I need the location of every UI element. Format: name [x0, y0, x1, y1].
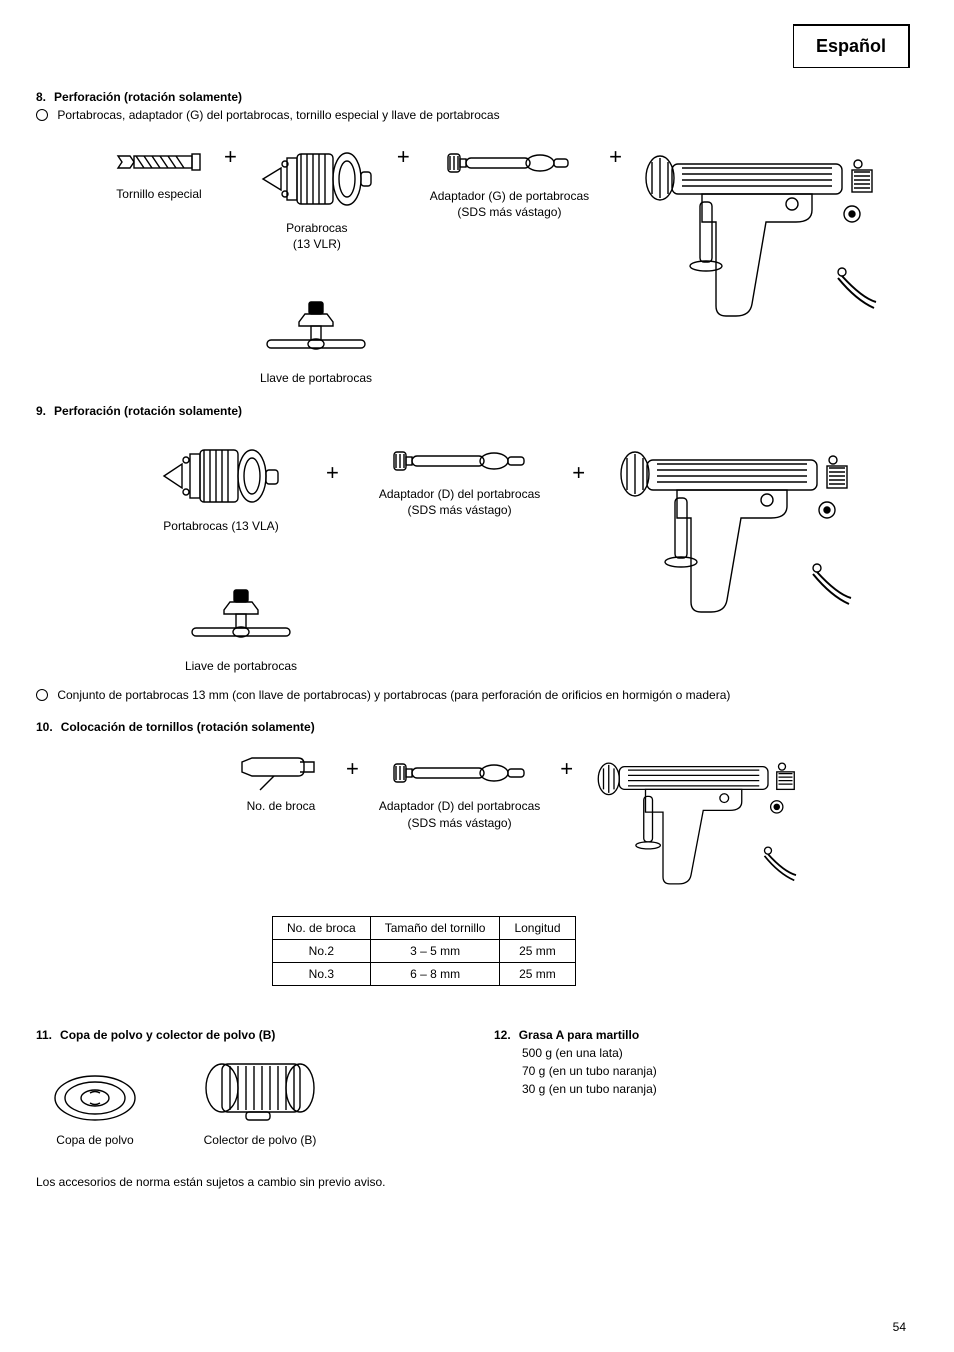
sec8-title: Perforación (rotación solamente) [54, 90, 242, 104]
driver-bit-icon [236, 752, 326, 792]
sec9-number: 9. [36, 404, 46, 418]
cap-dust-cup: Copa de polvo [56, 1132, 133, 1148]
td: No.2 [273, 940, 371, 963]
sec12-line: 500 g (en una lata) [522, 1044, 912, 1062]
fig-chuck-key: Llave de portabrocas [246, 298, 386, 386]
fig-chuck-vlr: Porabrocas (13 VLR) [257, 144, 377, 252]
rotary-hammer-icon [642, 144, 882, 334]
cap-adapter-d: Adaptador (D) del portabrocas (SDS más v… [379, 486, 540, 518]
table-row: No.3 6 – 8 mm 25 mm [273, 963, 576, 986]
cap-chuck-key2: Liave de portabrocas [185, 658, 297, 674]
dust-cup-icon [50, 1071, 140, 1126]
fig-adapter-d: Adaptador (D) del portabrocas (SDS más v… [379, 440, 540, 518]
sec12-title: Grasa A para martillo [519, 1028, 640, 1042]
chuck-adapter-icon [444, 144, 574, 182]
footer-note: Los accesorios de norma están sujetos a … [36, 1175, 912, 1189]
cap-adapter-d2: Adaptador (D) del portabrocas (SDS más v… [379, 798, 540, 830]
th-longitud: Longitud [500, 917, 575, 940]
plus-icon: + [224, 144, 237, 170]
sec12-number: 12. [494, 1028, 511, 1042]
drill-chuck-icon [257, 144, 377, 214]
plus-icon: + [572, 460, 585, 486]
td: 6 – 8 mm [370, 963, 500, 986]
sec12-heading: 12. Grasa A para martillo [494, 1028, 912, 1042]
rotary-hammer-icon [617, 440, 857, 630]
sec12-line: 30 g (en un tubo naranja) [522, 1080, 912, 1098]
sec12-line: 70 g (en un tubo naranja) [522, 1062, 912, 1080]
plus-icon: + [609, 144, 622, 170]
plus-icon: + [560, 756, 573, 782]
table-row: No.2 3 – 5 mm 25 mm [273, 940, 576, 963]
cap-chuck-vla: Portabrocas (13 VLA) [163, 518, 278, 534]
fig-adapter-g: Adaptador (G) de portabrocas (SDS más vá… [430, 144, 589, 220]
fig-chuck-vla: Portabrocas (13 VLA) [156, 440, 286, 534]
special-screw-icon [114, 144, 204, 180]
sec9-bullet-text: Conjunto de portabrocas 13 mm (con llave… [57, 688, 730, 702]
fig-dust-cup: Copa de polvo [50, 1071, 140, 1148]
sec12: 12. Grasa A para martillo 500 g (en una … [494, 1010, 912, 1148]
sec10-title: Colocación de tornillos (rotación solame… [61, 720, 315, 734]
circle-bullet-icon [36, 689, 48, 701]
fig-chuck-key2: Liave de portabrocas [166, 586, 316, 674]
sec8-bullet-text: Portabrocas, adaptador (G) del portabroc… [57, 108, 499, 122]
drill-chuck-icon [156, 440, 286, 512]
td: 3 – 5 mm [370, 940, 500, 963]
table-row: No. de broca Tamaño del tornillo Longitu… [273, 917, 576, 940]
sec8-number: 8. [36, 90, 46, 104]
sec11-heading: 11. Copa de polvo y colector de polvo (B… [36, 1028, 454, 1042]
sec10-heading: 10. Colocación de tornillos (rotación so… [36, 720, 912, 734]
sec11: 11. Copa de polvo y colector de polvo (B… [36, 1010, 454, 1148]
fig-adapter-d2: Adaptador (D) del portabrocas (SDS más v… [379, 752, 540, 830]
cap-special-screw: Tornillo especial [116, 186, 201, 202]
rotary-hammer-icon [593, 752, 803, 902]
fig-dust-collector: Colector de polvo (B) [200, 1056, 320, 1148]
sec10-number: 10. [36, 720, 53, 734]
cap-chuck-key: Llave de portabrocas [260, 370, 372, 386]
page-number: 54 [893, 1320, 906, 1334]
fig-rotary-hammer [642, 144, 882, 334]
bit-spec-table: No. de broca Tamaño del tornillo Longitu… [272, 916, 576, 986]
cap-chuck-vlr: Porabrocas (13 VLR) [286, 220, 347, 252]
sec11-title: Copa de polvo y colector de polvo (B) [60, 1028, 275, 1042]
chuck-adapter-icon [390, 440, 530, 480]
plus-icon: + [346, 756, 359, 782]
fig-rotary-hammer-small [593, 752, 803, 902]
chuck-key-icon [261, 298, 371, 364]
plus-icon: + [397, 144, 410, 170]
td: 25 mm [500, 940, 575, 963]
td: 25 mm [500, 963, 575, 986]
dust-collector-icon [200, 1056, 320, 1126]
th-tamano: Tamaño del tornillo [370, 917, 500, 940]
sec9-bullet-row: Conjunto de portabrocas 13 mm (con llave… [36, 688, 912, 702]
sec9-title: Perforación (rotación solamente) [54, 404, 242, 418]
cap-dust-collector: Colector de polvo (B) [204, 1132, 317, 1148]
cap-bit: No. de broca [247, 798, 316, 814]
td: No.3 [273, 963, 371, 986]
sec8-bullet-row: Portabrocas, adaptador (G) del portabroc… [36, 108, 912, 122]
circle-bullet-icon [36, 109, 48, 121]
cap-adapter-g: Adaptador (G) de portabrocas (SDS más vá… [430, 188, 589, 220]
sec8-heading: 8. Perforación (rotación solamente) [36, 90, 912, 104]
fig-rotary-hammer [617, 440, 857, 630]
sec9-heading: 9. Perforación (rotación solamente) [36, 404, 912, 418]
sec11-number: 11. [36, 1028, 52, 1042]
chuck-key-icon [186, 586, 296, 652]
fig-bit: No. de broca [236, 752, 326, 814]
th-broca: No. de broca [273, 917, 371, 940]
language-header: Español [793, 24, 910, 68]
fig-special-screw: Tornillo especial [114, 144, 204, 202]
plus-icon: + [326, 460, 339, 486]
chuck-adapter-icon [390, 752, 530, 792]
